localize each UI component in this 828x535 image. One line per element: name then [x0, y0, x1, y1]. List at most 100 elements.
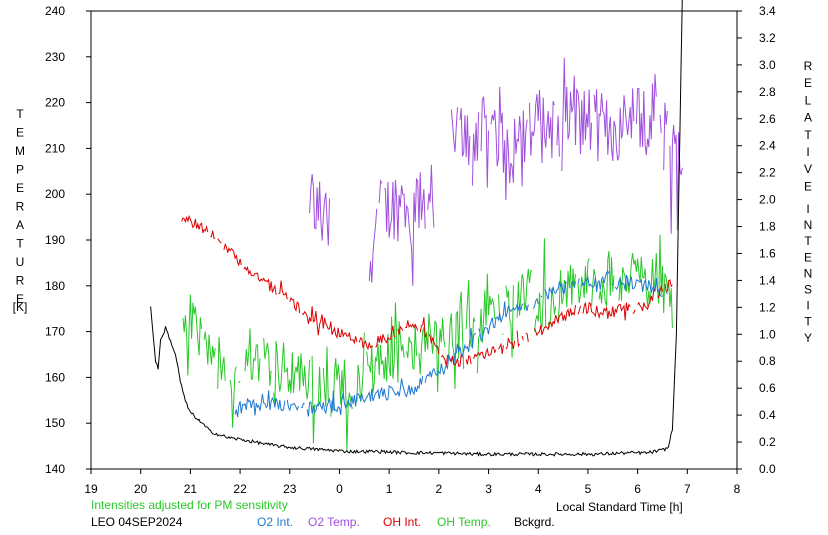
right-title-letter: I — [806, 145, 809, 159]
bottom-tick-label: 8 — [734, 482, 741, 496]
right-title-letter: I — [806, 299, 809, 313]
right-tick-label: 0.4 — [759, 408, 776, 422]
bottom-tick-label: 0 — [336, 482, 343, 496]
left-tick-label: 240 — [45, 4, 65, 18]
right-tick-label: 2.4 — [759, 139, 776, 153]
legend-o2-temp: O2 Temp. — [308, 515, 360, 529]
right-tick-label: 2.2 — [759, 166, 776, 180]
right-tick-label: 0.0 — [759, 462, 776, 476]
left-axis-unit: [K] — [13, 300, 28, 314]
left-title-letter: M — [15, 144, 25, 158]
legend-o2-int: O2 Int. — [257, 515, 294, 529]
right-tick-label: 0.6 — [759, 381, 776, 395]
right-title-letter: E — [804, 250, 812, 264]
bottom-tick-label: 6 — [634, 482, 641, 496]
right-tick-label: 3.0 — [759, 58, 776, 72]
right-title-letter: Y — [804, 331, 812, 345]
right-tick-label: 3.2 — [759, 31, 776, 45]
right-title-letter: N — [804, 266, 813, 280]
bottom-tick-label: 20 — [134, 482, 148, 496]
right-title-letter: E — [804, 76, 812, 90]
left-axis: 140 150 160 170 180 190 200 210 220 230 240 — [45, 4, 91, 476]
station-label: LEO 04SEP2024 — [91, 515, 183, 529]
right-title-letter: N — [804, 218, 813, 232]
bottom-tick-label: 21 — [184, 482, 198, 496]
left-tick-label: 160 — [45, 370, 65, 384]
right-title-letter: T — [804, 315, 812, 329]
left-tick-label: 190 — [45, 233, 65, 247]
right-tick-label: 3.4 — [759, 4, 776, 18]
series-line-ohi — [181, 214, 673, 368]
bottom-tick-label: 4 — [535, 482, 542, 496]
left-tick-label: 200 — [45, 187, 65, 201]
left-tick-label: 170 — [45, 325, 65, 339]
right-title-letter: T — [804, 128, 812, 142]
legend-background: Bckgrd. — [514, 515, 555, 529]
left-title-letter: T — [16, 237, 24, 251]
plot-frame — [90, 10, 738, 470]
series-line-o2t — [368, 164, 435, 286]
left-tick-label: 230 — [45, 50, 65, 64]
bottom-tick-label: 2 — [436, 482, 443, 496]
right-title-letter: A — [804, 111, 812, 125]
series-o2i — [234, 270, 668, 418]
left-title-letter: A — [16, 218, 24, 232]
bottom-tick-label: 3 — [485, 482, 492, 496]
left-title-letter: E — [16, 181, 24, 195]
series-ohi — [181, 214, 673, 368]
bottom-tick-label: 7 — [684, 482, 691, 496]
right-tick-label: 0.8 — [759, 354, 776, 368]
bottom-tick-label: 23 — [283, 482, 297, 496]
bottom-tick-label: 19 — [84, 482, 98, 496]
bottom-tick-label: 22 — [233, 482, 247, 496]
series-line-o2t — [309, 174, 330, 246]
left-title-letter: U — [16, 255, 25, 269]
right-title-letter: T — [804, 234, 812, 248]
bottom-axis: 19 20 21 22 23 0 1 2 3 4 5 6 7 8 — [84, 469, 741, 496]
left-tick-label: 140 — [45, 462, 65, 476]
bottom-tick-label: 5 — [585, 482, 592, 496]
left-title-letter: P — [16, 163, 24, 177]
right-tick-label: 2.6 — [759, 112, 776, 126]
series-line-bck — [150, 0, 683, 457]
right-title-letter: S — [804, 283, 812, 297]
series-layer — [150, 0, 683, 457]
series-o2t — [309, 57, 683, 286]
right-tick-label: 1.0 — [759, 327, 776, 341]
right-title-letter: L — [805, 93, 812, 107]
right-tick-label: 1.6 — [759, 246, 776, 260]
left-title-letter: R — [16, 200, 25, 214]
right-title-letter: V — [804, 162, 812, 176]
x-axis-label: Local Standard Time [h] — [556, 500, 683, 514]
legend-oh-temp: OH Temp. — [437, 515, 491, 529]
right-tick-label: 2.8 — [759, 85, 776, 99]
right-tick-label: 0.2 — [759, 435, 776, 449]
left-tick-label: 220 — [45, 96, 65, 110]
pm-note: Intensities adjusted for PM sensitivity — [91, 498, 288, 512]
left-title-letter: E — [16, 126, 24, 140]
left-title-letter: T — [16, 107, 24, 121]
bottom-tick-label: 1 — [386, 482, 393, 496]
right-title-letter: E — [804, 179, 812, 193]
left-title-letter: E — [16, 292, 24, 306]
right-tick-label: 1.2 — [759, 300, 776, 314]
series-line-oht — [182, 234, 673, 451]
left-title-letter: R — [16, 274, 25, 288]
right-tick-label: 2.0 — [759, 193, 776, 207]
series-bck — [150, 0, 683, 457]
series-oht — [182, 234, 673, 451]
right-title-letter: I — [806, 202, 809, 216]
left-tick-label: 150 — [45, 416, 65, 430]
right-axis: 0.0 0.2 0.4 0.6 0.8 1.0 1.2 1.4 1.6 1.8 2.0 2.2 2.4 2… — [737, 4, 776, 476]
left-tick-label: 180 — [45, 279, 65, 293]
right-tick-label: 1.8 — [759, 220, 776, 234]
legend-oh-int: OH Int. — [383, 515, 422, 529]
left-tick-label: 210 — [45, 141, 65, 155]
right-tick-label: 1.4 — [759, 273, 776, 287]
series-line-o2i — [234, 270, 668, 418]
series-line-o2t — [450, 57, 683, 234]
right-title-letter: R — [804, 59, 813, 73]
